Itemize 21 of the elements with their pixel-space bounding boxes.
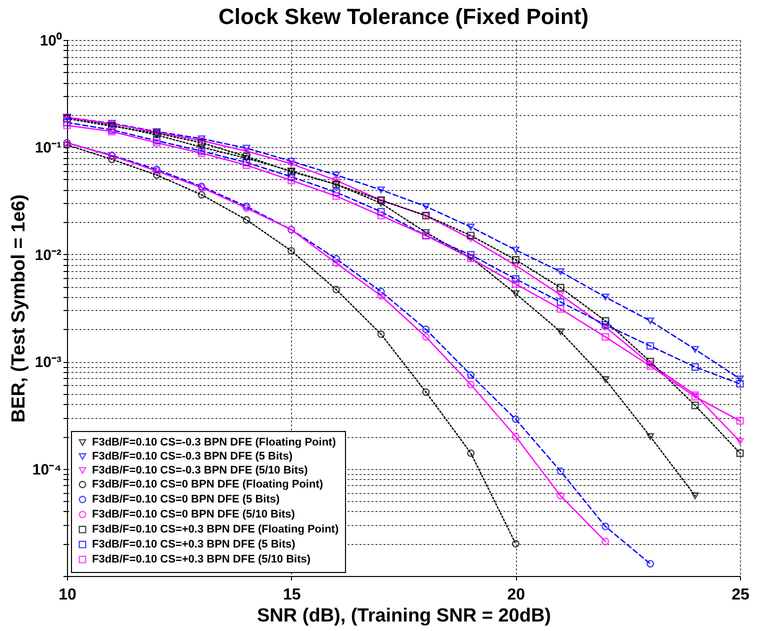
y-axis-title: BER, (Test Symbol = 1e6) <box>8 194 30 423</box>
legend-label: F3dB/F=0.10 CS=0 BPN DFE (Floating Point) <box>92 478 324 490</box>
x-tick-label: 20 <box>507 586 526 604</box>
legend-label: F3dB/F=0.10 CS=0 BPN DFE (5 Bits) <box>92 494 280 506</box>
legend-label: F3dB/F=0.10 CS=+0.3 BPN DFE (Floating Point) <box>92 524 339 536</box>
legend-label: F3dB/F=0.10 CS=-0.3 BPN DFE (5/10 Bits) <box>92 464 308 476</box>
legend-label: F3dB/F=0.10 CS=+0.3 BPN DFE (5/10 Bits) <box>92 554 311 566</box>
legend-label: F3dB/F=0.10 CS=0 BPN DFE (5/10 Bits) <box>92 508 296 520</box>
legend-label: F3dB/F=0.10 CS=-0.3 BPN DFE (Floating Point) <box>92 436 336 448</box>
y-tick-label: 10⁻⁴ <box>32 461 62 478</box>
x-axis-title: SNR (dB), (Training SNR = 20dB) <box>257 606 551 626</box>
y-tick-label: 10⁻² <box>34 246 62 264</box>
y-tick-label: 10⁰ <box>40 32 62 50</box>
legend-label: F3dB/F=0.10 CS=+0.3 BPN DFE (5 Bits) <box>92 538 296 550</box>
x-tick-label: 15 <box>282 586 301 604</box>
x-tick-label: 10 <box>58 586 76 604</box>
x-tick-label: 25 <box>732 586 750 604</box>
y-tick-label: 10⁻¹ <box>34 140 62 157</box>
y-tick-label: 10⁻³ <box>34 354 62 372</box>
chart-title: Clock Skew Tolerance (Fixed Point) <box>218 4 589 29</box>
legend-label: F3dB/F=0.10 CS=-0.3 BPN DFE (5 Bits) <box>92 450 293 462</box>
